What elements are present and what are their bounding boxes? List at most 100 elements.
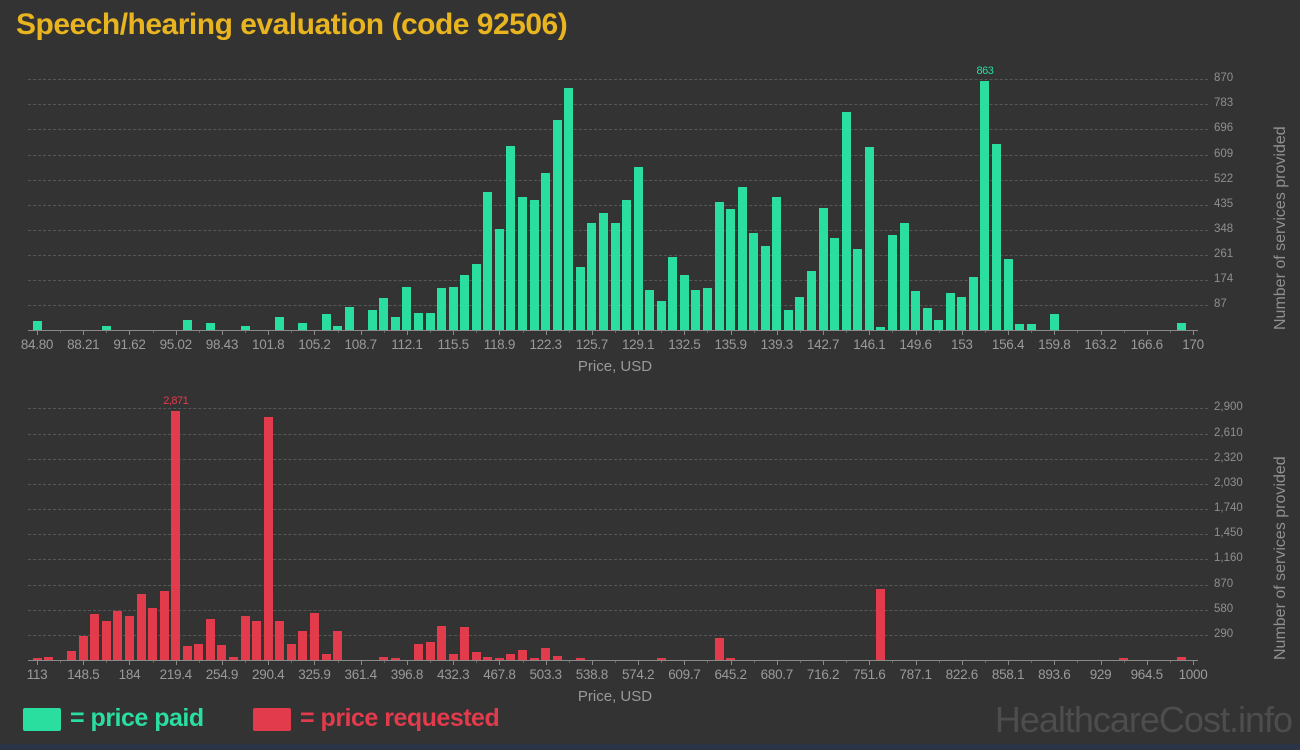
price-requested-bar[interactable]: [101, 620, 111, 660]
price-paid-bar[interactable]: [911, 291, 921, 330]
price-requested-bar[interactable]: [876, 588, 886, 660]
price-paid-bar[interactable]: [1026, 324, 1036, 330]
price-paid-bar[interactable]: [101, 325, 111, 330]
price-paid-bar[interactable]: [922, 308, 932, 330]
price-requested-bar[interactable]: [252, 620, 262, 660]
price-requested-bar[interactable]: [379, 657, 389, 660]
price-requested-bar[interactable]: [136, 594, 146, 660]
price-paid-bar[interactable]: [1049, 314, 1059, 330]
price-paid-bar[interactable]: [760, 246, 770, 330]
price-paid-bar[interactable]: [957, 296, 967, 330]
price-requested-bar[interactable]: [90, 614, 100, 660]
price-requested-bar[interactable]: [113, 610, 123, 660]
price-paid-bar[interactable]: [702, 288, 712, 330]
price-paid-bar[interactable]: [275, 317, 285, 330]
price-paid-bar[interactable]: [483, 191, 493, 330]
price-requested-bar[interactable]: [460, 626, 470, 660]
price-paid-bar[interactable]: [968, 276, 978, 330]
price-paid-bar[interactable]: [945, 292, 955, 330]
price-requested-bar[interactable]: [229, 657, 239, 660]
price-paid-bar[interactable]: [298, 322, 308, 330]
price-requested-bar[interactable]: [148, 607, 158, 660]
price-requested-bar[interactable]: [1176, 657, 1186, 660]
price-requested-bar[interactable]: [529, 658, 539, 660]
price-paid-bar[interactable]: [980, 81, 990, 330]
price-paid-bar[interactable]: [182, 319, 192, 330]
price-requested-bar[interactable]: [44, 657, 54, 660]
price-requested-bar[interactable]: [205, 619, 215, 660]
price-requested-bar[interactable]: [263, 417, 273, 660]
price-paid-bar[interactable]: [864, 147, 874, 330]
price-paid-bar[interactable]: [460, 275, 470, 330]
price-paid-bar[interactable]: [518, 197, 528, 330]
price-paid-bar[interactable]: [437, 288, 447, 330]
price-paid-bar[interactable]: [32, 321, 42, 330]
price-paid-bar[interactable]: [506, 145, 516, 330]
price-paid-bar[interactable]: [795, 296, 805, 330]
price-paid-bar[interactable]: [587, 223, 597, 330]
price-paid-bar[interactable]: [668, 256, 678, 330]
price-paid-bar[interactable]: [379, 298, 389, 330]
price-paid-bar[interactable]: [991, 144, 1001, 330]
price-paid-bar[interactable]: [887, 234, 897, 330]
price-paid-bar[interactable]: [413, 312, 423, 330]
price-paid-bar[interactable]: [344, 306, 354, 330]
price-paid-bar[interactable]: [691, 289, 701, 330]
price-paid-bar[interactable]: [425, 312, 435, 330]
price-requested-bar[interactable]: [656, 658, 666, 660]
price-requested-bar[interactable]: [309, 612, 319, 660]
price-requested-bar[interactable]: [217, 645, 227, 660]
price-requested-bar[interactable]: [471, 652, 481, 660]
price-paid-bar[interactable]: [367, 309, 377, 330]
price-paid-bar[interactable]: [541, 172, 551, 330]
price-requested-bar[interactable]: [714, 637, 724, 660]
price-paid-bar[interactable]: [1015, 324, 1025, 330]
price-requested-bar[interactable]: [1119, 657, 1129, 660]
price-paid-bar[interactable]: [448, 286, 458, 330]
price-requested-bar[interactable]: [240, 616, 250, 660]
price-requested-bar[interactable]: [448, 653, 458, 660]
price-paid-bar[interactable]: [899, 223, 909, 330]
price-requested-bar[interactable]: [390, 657, 400, 660]
price-paid-bar[interactable]: [494, 229, 504, 330]
price-paid-bar[interactable]: [622, 200, 632, 330]
price-paid-bar[interactable]: [818, 207, 828, 330]
price-paid-bar[interactable]: [830, 237, 840, 330]
price-paid-bar[interactable]: [471, 263, 481, 330]
price-requested-bar[interactable]: [194, 643, 204, 660]
price-requested-bar[interactable]: [159, 591, 169, 660]
price-requested-bar[interactable]: [32, 657, 42, 660]
price-paid-bar[interactable]: [783, 309, 793, 330]
price-paid-bar[interactable]: [853, 249, 863, 330]
price-requested-bar[interactable]: [333, 630, 343, 660]
price-paid-bar[interactable]: [402, 286, 412, 330]
price-requested-bar[interactable]: [541, 647, 551, 660]
price-paid-bar[interactable]: [749, 233, 759, 330]
price-requested-bar[interactable]: [726, 658, 736, 660]
price-paid-bar[interactable]: [772, 197, 782, 330]
price-paid-bar[interactable]: [564, 87, 574, 330]
price-paid-bar[interactable]: [529, 200, 539, 330]
price-paid-bar[interactable]: [645, 289, 655, 330]
price-paid-bar[interactable]: [633, 167, 643, 330]
price-requested-bar[interactable]: [413, 644, 423, 660]
price-requested-bar[interactable]: [275, 620, 285, 660]
price-paid-bar[interactable]: [240, 325, 250, 330]
price-requested-bar[interactable]: [286, 644, 296, 660]
price-paid-bar[interactable]: [934, 319, 944, 330]
price-paid-bar[interactable]: [575, 266, 585, 330]
price-paid-bar[interactable]: [807, 270, 817, 330]
price-paid-bar[interactable]: [737, 187, 747, 330]
price-paid-bar[interactable]: [679, 275, 689, 330]
price-paid-bar[interactable]: [656, 301, 666, 330]
price-paid-bar[interactable]: [1003, 259, 1013, 330]
price-paid-bar[interactable]: [552, 119, 562, 330]
price-paid-bar[interactable]: [610, 223, 620, 330]
price-requested-bar[interactable]: [494, 658, 504, 660]
price-requested-bar[interactable]: [518, 649, 528, 660]
price-requested-bar[interactable]: [321, 654, 331, 660]
price-requested-bar[interactable]: [506, 653, 516, 660]
price-requested-bar[interactable]: [124, 616, 134, 660]
price-paid-bar[interactable]: [714, 201, 724, 330]
price-requested-bar[interactable]: [483, 656, 493, 660]
